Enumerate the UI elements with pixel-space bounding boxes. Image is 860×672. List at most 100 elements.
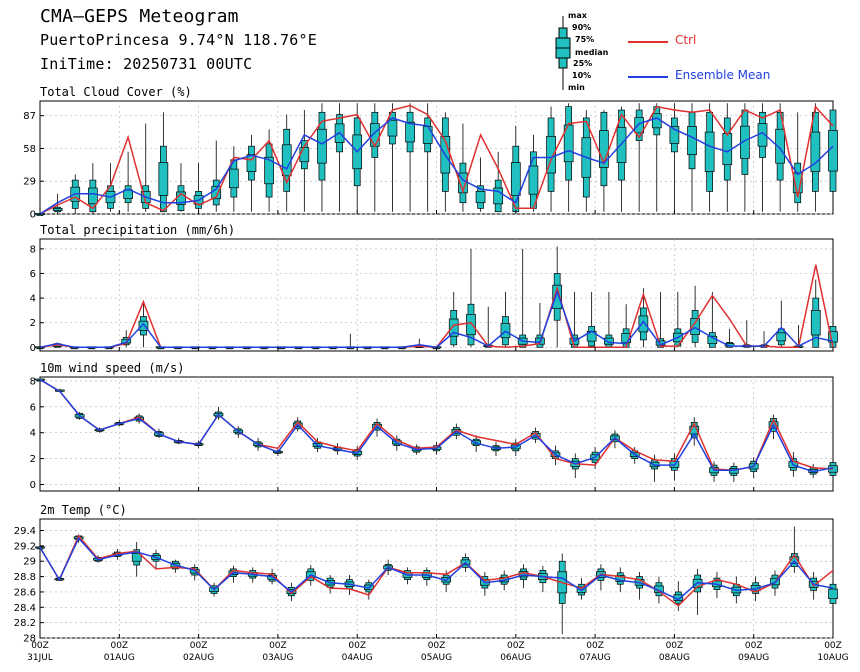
y-tick-label: 0 (30, 480, 36, 491)
ensemble-box-inner (810, 310, 821, 336)
y-tick-label: 29.2 (14, 541, 36, 552)
y-tick-label: 87 (23, 111, 36, 122)
y-tick-label: 0 (30, 210, 36, 221)
ctrl-legend-label: Ctrl (675, 33, 697, 47)
ensemble-box-inner (634, 117, 645, 134)
y-tick-label: 29.4 (14, 526, 36, 537)
mean-legend-label: Ensemble Mean (675, 68, 771, 82)
legend-10: 10% (572, 71, 592, 80)
ensemble-box-inner (493, 187, 504, 205)
x-tick-label-time: 00Z (824, 641, 842, 651)
ensemble-box-inner (828, 588, 838, 600)
ensemble-box-inner (546, 135, 556, 174)
x-tick-label-date: 01AUG (104, 653, 135, 663)
x-tick-label-time: 00Z (31, 641, 49, 651)
ensemble-box-inner (740, 125, 750, 159)
ensemble-box-inner (317, 128, 327, 164)
y-tick-label: 29 (23, 177, 36, 188)
x-tick-label-date: 07AUG (580, 653, 611, 663)
ensemble-box-inner (552, 284, 563, 309)
x-tick-label-date: 04AUG (342, 653, 373, 663)
ensemble-box-inner (828, 331, 838, 343)
panel-title: 10m wind speed (m/s) (40, 361, 185, 375)
ensemble-box-inner (369, 123, 380, 147)
ensemble-box-inner (123, 189, 133, 199)
ensemble-box-inner (475, 191, 486, 204)
ensemble-box-inner (704, 131, 715, 172)
ensemble-box-inner (405, 121, 415, 143)
ensemble-box-inner (387, 119, 398, 137)
y-tick-label: 28.2 (14, 618, 36, 629)
y-tick-label: 28.8 (14, 572, 36, 583)
x-tick-label-date: 08AUG (659, 653, 690, 663)
ensemble-box-inner (669, 126, 680, 144)
ctrl-legend-line (628, 41, 668, 43)
y-tick-label: 29 (23, 557, 36, 568)
ensemble-box-inner (422, 126, 433, 144)
y-tick-label: 0 (30, 343, 36, 354)
ensemble-box-inner (604, 337, 614, 345)
legend-75: 75% (575, 35, 595, 44)
ensemble-box-inner (528, 165, 539, 195)
x-tick-label-time: 00Z (586, 641, 604, 651)
x-tick-label-date: 03AUG (262, 653, 293, 663)
mean-line (39, 378, 834, 473)
panel-title: 2m Temp (°C) (40, 503, 127, 517)
y-tick-label: 2 (30, 454, 36, 465)
x-tick-label-time: 00Z (110, 641, 128, 651)
panel-title: Total precipitation (mm/6h) (40, 223, 235, 237)
ensemble-box-inner (131, 553, 142, 562)
y-tick-label: 8 (30, 376, 36, 387)
x-tick-label-time: 00Z (666, 641, 684, 651)
ensemble-box-inner (510, 162, 521, 196)
ensemble-box-inner (776, 332, 787, 342)
x-tick-label-time: 00Z (745, 641, 763, 651)
x-tick-label-date: 05AUG (421, 653, 452, 663)
y-tick-label: 6 (30, 269, 36, 280)
ensemble-box-inner (158, 162, 169, 196)
ensemble-box-inner (52, 208, 63, 211)
x-tick-label-time: 00Z (428, 641, 446, 651)
mean-line (39, 536, 834, 601)
ensemble-box-inner (138, 320, 149, 331)
legend-25: 25% (573, 59, 593, 68)
x-tick-label-time: 00Z (269, 641, 287, 651)
location-label: PuertoPrincesa 9.74°N 118.76°E (40, 31, 317, 49)
ensemble-box-inner (810, 131, 821, 172)
ensemble-box-inner (616, 127, 627, 163)
legend-max: max (568, 11, 587, 20)
x-tick-label-date: 09AUG (738, 653, 769, 663)
legend-min: min (568, 83, 585, 92)
legend-90: 90% (572, 23, 592, 32)
y-tick-label: 4 (30, 294, 36, 305)
ensemble-box-inner (264, 156, 274, 185)
ensemble-box-inner (281, 144, 292, 177)
ensemble-box-inner (828, 130, 838, 172)
x-tick-label-date: 31JUL (27, 653, 53, 663)
y-tick-label: 6 (30, 402, 36, 413)
y-tick-label: 28.4 (14, 603, 36, 614)
x-tick-label-date: 10AUG (817, 653, 848, 663)
legend-median: median (575, 48, 609, 57)
ensemble-box-inner (690, 318, 700, 335)
ensemble-box-inner (638, 315, 649, 333)
y-tick-label: 2 (30, 318, 36, 329)
ensemble-box-inner (466, 314, 476, 336)
y-tick-label: 28 (23, 634, 36, 645)
ensemble-box-inner (299, 147, 310, 163)
mean-line (39, 117, 834, 215)
x-tick-label-time: 00Z (507, 641, 525, 651)
y-tick-label: 4 (30, 428, 36, 439)
ensemble-box-inner (775, 128, 785, 164)
x-tick-label-date: 06AUG (500, 653, 531, 663)
y-tick-label: 8 (30, 244, 36, 255)
ensemble-box-inner (228, 168, 239, 189)
x-tick-label-time: 00Z (190, 641, 208, 651)
x-tick-label-time: 00Z (348, 641, 366, 651)
mean-legend-line (628, 76, 668, 78)
ctrl-line (39, 534, 834, 607)
ensemble-box-inner (448, 318, 459, 337)
panel-title: Total Cloud Cover (%) (40, 85, 192, 99)
y-tick-label: 58 (23, 144, 36, 155)
